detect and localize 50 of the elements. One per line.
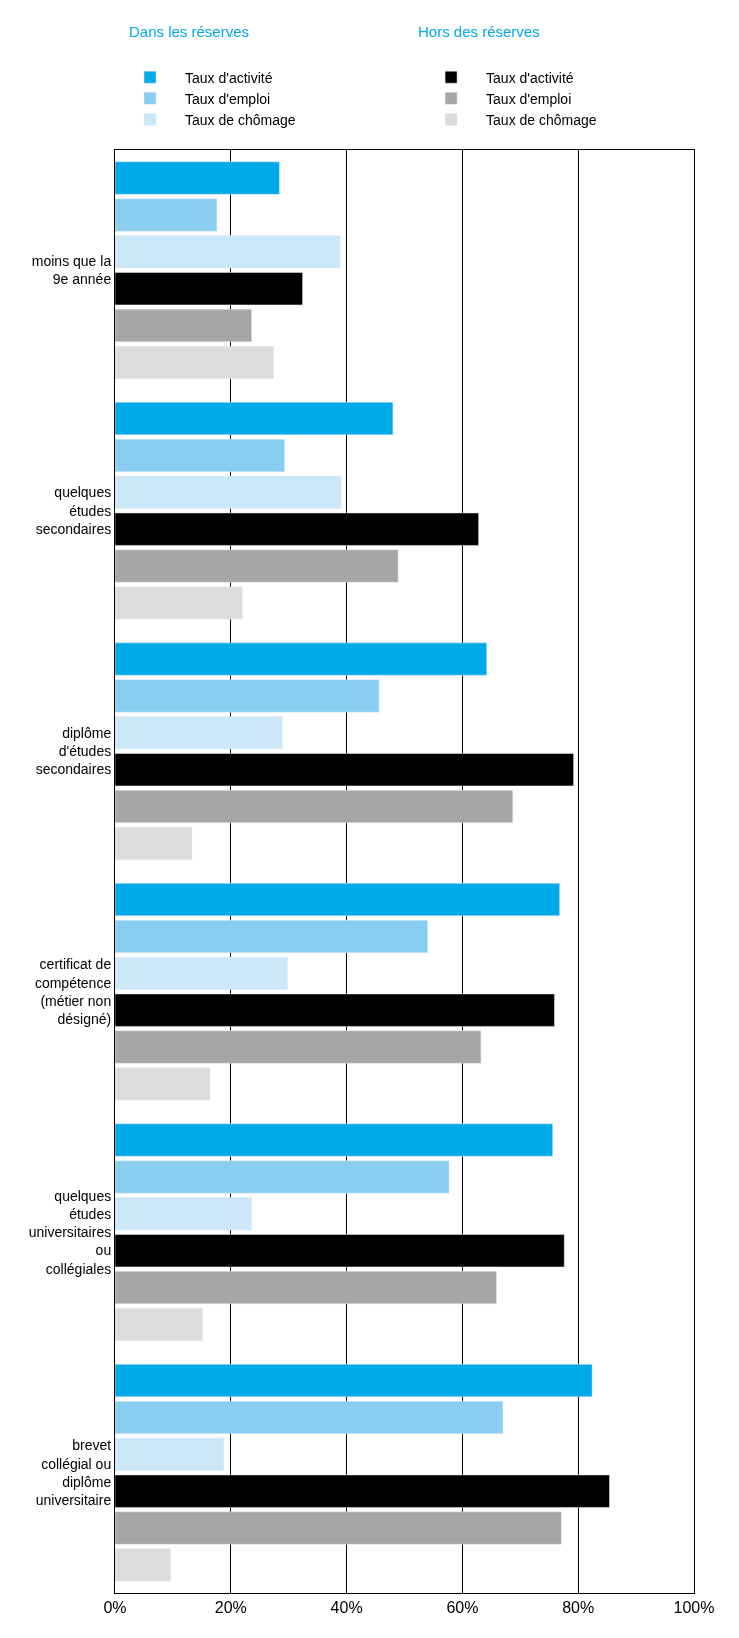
bar: [115, 549, 399, 583]
bar: [115, 1197, 252, 1231]
legend-label: Taux d'activité: [185, 69, 273, 86]
legend-label: Taux d'emploi: [486, 90, 572, 107]
bar: [115, 1123, 553, 1157]
bar: [115, 642, 487, 676]
legend-label: Taux d'emploi: [185, 90, 271, 107]
legend-label: Taux de chômage: [486, 112, 597, 129]
text: Dans les réserves: [129, 23, 250, 40]
bar: [115, 919, 428, 953]
bar: [115, 1030, 482, 1064]
y-tick-label: moins que la 9e année: [31, 253, 112, 288]
bar: [115, 235, 341, 269]
legend-label: Taux de chômage: [185, 112, 296, 129]
x-tick-label: 80%: [562, 1599, 595, 1617]
bar: [115, 345, 274, 379]
bar: [115, 586, 243, 620]
x-tick-label: 20%: [214, 1599, 247, 1617]
bar: [115, 438, 285, 472]
text: Hors des réserves: [418, 23, 540, 40]
bar: [115, 1067, 211, 1101]
bar: [115, 198, 218, 232]
bar: [115, 309, 252, 343]
bar: [115, 956, 288, 990]
bar: [115, 716, 283, 750]
bar: [115, 1548, 171, 1582]
x-tick-label: 60%: [446, 1599, 479, 1617]
bar: [115, 1437, 225, 1471]
bar: [115, 1307, 203, 1341]
bar: [115, 1160, 450, 1194]
bar: [115, 1511, 562, 1545]
y-tick-label: diplôme d'études secondaires: [35, 724, 112, 778]
bar: [115, 790, 514, 824]
legend-label: Taux d'activité: [486, 69, 574, 86]
bar: [115, 475, 342, 509]
y-tick-label: certificat de compétence (métier non désigné): [34, 956, 112, 1027]
y-tick-label: brevet collégial ou diplôme universitaire: [35, 1437, 112, 1508]
x-tick-label: 40%: [330, 1599, 363, 1617]
bar: [115, 1271, 497, 1305]
x-tick-label: 100%: [673, 1599, 715, 1617]
bar: [115, 679, 380, 713]
bar: [115, 161, 280, 195]
x-tick-label: 0%: [103, 1599, 127, 1617]
bar: [115, 402, 394, 436]
bar: [115, 883, 560, 917]
y-tick-label: quelques études secondaires: [35, 484, 112, 537]
bar: [115, 1364, 593, 1398]
y-tick-label: quelques études universitaires ou collégiales: [28, 1187, 112, 1277]
bar: [115, 1400, 504, 1434]
bar: [115, 826, 193, 860]
